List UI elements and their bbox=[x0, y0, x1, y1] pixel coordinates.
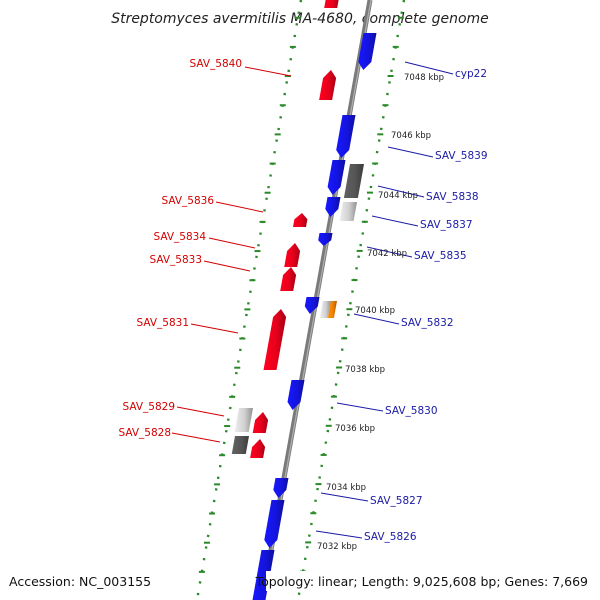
gene-label-sav-5826[interactable]: SAV_5826 bbox=[364, 531, 417, 543]
gene-reverse-arrow bbox=[358, 33, 377, 70]
gene-label-sav-5835[interactable]: SAV_5835 bbox=[414, 250, 467, 262]
gene-label-sav-5833[interactable]: SAV_5833 bbox=[149, 254, 202, 266]
gene-label-sav-5840[interactable]: SAV_5840 bbox=[189, 58, 242, 70]
label-leader-line bbox=[176, 406, 225, 417]
kbp-label: 7048 kbp bbox=[404, 73, 444, 83]
label-leader-line bbox=[190, 323, 239, 334]
gene-reverse-arrow bbox=[325, 197, 341, 217]
gene-forward-arrow bbox=[250, 439, 266, 458]
dotted-track-right bbox=[296, 0, 406, 600]
gene-reverse-arrow bbox=[273, 478, 289, 498]
gene-label-sav-5828[interactable]: SAV_5828 bbox=[118, 427, 171, 439]
gene-label-sav-5839[interactable]: SAV_5839 bbox=[435, 150, 488, 162]
kbp-label: 7038 kbp bbox=[345, 365, 385, 375]
accession-text: Accession: NC_003155 bbox=[9, 574, 151, 589]
label-leader-line bbox=[171, 432, 221, 443]
gene-label-sav-5829[interactable]: SAV_5829 bbox=[122, 401, 175, 413]
label-leader-line bbox=[215, 201, 264, 213]
kbp-label: 7032 kbp bbox=[317, 542, 357, 552]
gene-orange-block bbox=[327, 301, 337, 318]
label-leader-line bbox=[366, 246, 413, 258]
gene-label-sav-5836[interactable]: SAV_5836 bbox=[161, 195, 214, 207]
label-leader-line bbox=[387, 146, 434, 158]
gene-label-sav-5831[interactable]: SAV_5831 bbox=[136, 317, 189, 329]
gene-forward-arrow bbox=[263, 309, 287, 370]
gene-reverse-arrow bbox=[336, 115, 356, 158]
gene-label-sav-5827[interactable]: SAV_5827 bbox=[370, 495, 423, 507]
gene-forward-arrow bbox=[280, 267, 297, 291]
gene-grey-block bbox=[343, 164, 364, 198]
label-leaders bbox=[171, 61, 454, 539]
label-leader-line bbox=[404, 61, 454, 75]
gene-forward-arrow bbox=[324, 0, 339, 8]
gene-label-cyp22[interactable]: cyp22 bbox=[455, 68, 487, 80]
gene-label-sav-5838[interactable]: SAV_5838 bbox=[426, 191, 479, 203]
gene-forward-arrow bbox=[284, 243, 301, 267]
label-leader-line bbox=[371, 215, 419, 227]
gene-grey-block bbox=[339, 202, 357, 221]
gene-forward-arrow bbox=[319, 70, 337, 100]
kbp-label: 7044 kbp bbox=[378, 191, 418, 201]
gene-label-sav-5837[interactable]: SAV_5837 bbox=[420, 219, 473, 231]
label-leader-line bbox=[353, 313, 400, 325]
dotted-tracks bbox=[195, 0, 406, 600]
gene-features bbox=[231, 0, 377, 600]
gene-reverse-arrow bbox=[318, 233, 333, 246]
kbp-label: 7036 kbp bbox=[335, 424, 375, 434]
gene-label-sav-5834[interactable]: SAV_5834 bbox=[153, 231, 206, 243]
kbp-label: 7034 kbp bbox=[326, 483, 366, 493]
gene-reverse-arrow bbox=[327, 160, 346, 195]
gene-reverse-arrow bbox=[264, 500, 285, 548]
gene-forward-arrow bbox=[293, 213, 308, 227]
label-leader-line bbox=[315, 530, 363, 539]
genome-title: Streptomyces avermitilis MA-4680, comple… bbox=[111, 11, 489, 27]
gene-grey-block bbox=[231, 436, 249, 454]
gene-grey-block bbox=[234, 408, 253, 432]
kbp-label: 7042 kbp bbox=[367, 249, 407, 259]
kbp-label: 7040 kbp bbox=[355, 306, 395, 316]
topology-text: Topology: linear; Length: 9,025,608 bp; … bbox=[255, 574, 588, 589]
dotted-track-left bbox=[195, 0, 303, 600]
gene-reverse-arrow bbox=[304, 297, 320, 314]
footer-bg bbox=[266, 571, 600, 591]
gene-reverse-arrow bbox=[252, 550, 275, 600]
label-leader-line bbox=[320, 492, 369, 502]
label-leader-line bbox=[377, 185, 425, 198]
label-leader-line bbox=[208, 237, 256, 249]
gene-grey-block bbox=[319, 301, 331, 318]
gene-reverse-arrow bbox=[287, 380, 305, 410]
label-leader-line bbox=[336, 402, 384, 412]
label-leader-line bbox=[244, 66, 292, 77]
gene-forward-arrow bbox=[252, 412, 269, 433]
kbp-label: 7046 kbp bbox=[391, 131, 431, 141]
gene-label-sav-5832[interactable]: SAV_5832 bbox=[401, 317, 454, 329]
label-leader-line bbox=[203, 260, 251, 272]
gene-label-sav-5830[interactable]: SAV_5830 bbox=[385, 405, 438, 417]
